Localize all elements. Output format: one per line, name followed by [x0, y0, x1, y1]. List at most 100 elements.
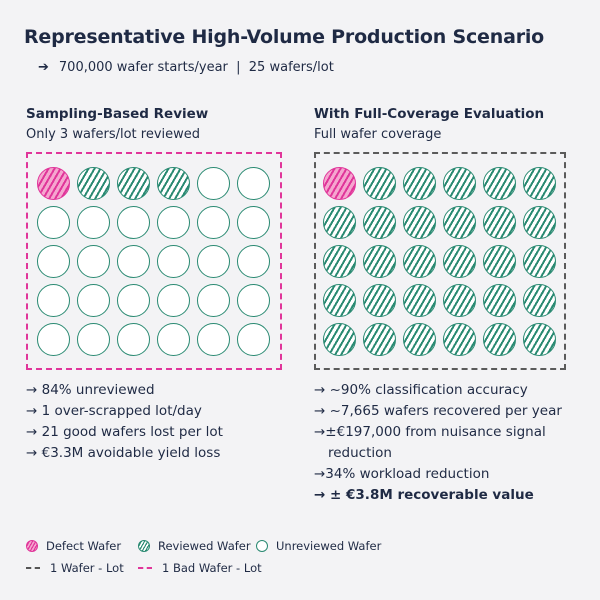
- scenario-subtitle: ➔ 700,000 wafer starts/year | 25 wafers/l…: [38, 60, 334, 75]
- unreviewed-wafer: [197, 167, 230, 200]
- finding-text: →34% workload reduction: [314, 466, 490, 482]
- unreviewed-wafer: [77, 245, 110, 278]
- reviewed-wafer: [483, 245, 516, 278]
- reviewed-wafer: [443, 245, 476, 278]
- reviewed-wafer: [323, 323, 356, 356]
- unreviewed-wafer: [237, 284, 270, 317]
- reviewed-wafer: [443, 206, 476, 239]
- reviewed-wafer: [443, 167, 476, 200]
- reviewed-wafer: [523, 284, 556, 317]
- legend-bad-wafer-lot-label: 1 Bad Wafer - Lot: [162, 561, 262, 575]
- reviewed-wafer: [523, 245, 556, 278]
- reviewed-wafer: [483, 284, 516, 317]
- legend-wafer-lot-label: 1 Wafer - Lot: [50, 561, 124, 575]
- reviewed-wafer: [323, 284, 356, 317]
- reviewed-wafer: [403, 284, 436, 317]
- unreviewed-wafer: [117, 284, 150, 317]
- left-wafer-grid: [37, 167, 270, 356]
- unreviewed-wafer: [197, 323, 230, 356]
- unreviewed-wafer: [197, 284, 230, 317]
- unreviewed-wafer: [77, 206, 110, 239]
- unreviewed-wafer: [77, 284, 110, 317]
- reviewed-wafer: [483, 167, 516, 200]
- reviewed-wafer: [403, 167, 436, 200]
- finding-item: → ~7,665 wafers recovered per year: [314, 401, 562, 422]
- page-title: Representative High-Volume Production Sc…: [24, 26, 545, 48]
- finding-text: →±€197,000 from nuisance signal: [314, 424, 546, 440]
- reviewed-wafer: [403, 206, 436, 239]
- bad-wafer-lot-frame: [26, 152, 282, 370]
- reviewed-wafer: [403, 323, 436, 356]
- reviewed-wafer: [323, 245, 356, 278]
- finding-text: → 21 good wafers lost per lot: [26, 424, 223, 440]
- unreviewed-wafer: [37, 206, 70, 239]
- unreviewed-wafer: [237, 206, 270, 239]
- reviewed-wafer: [523, 167, 556, 200]
- reviewed-wafer: [443, 284, 476, 317]
- reviewed-wafer: [363, 167, 396, 200]
- reviewed-wafer: [483, 323, 516, 356]
- finding-item: →±€197,000 from nuisance signal reduction: [314, 422, 562, 464]
- reviewed-wafer: [117, 167, 150, 200]
- unreviewed-wafer-icon: [256, 540, 268, 552]
- unreviewed-wafer: [157, 206, 190, 239]
- finding-text: → ~90% classification accuracy: [314, 382, 528, 398]
- legend-bad-wafer-lot: 1 Bad Wafer - Lot: [138, 561, 262, 575]
- reviewed-wafer: [77, 167, 110, 200]
- legend-unreviewed: Unreviewed Wafer: [256, 539, 381, 553]
- finding-item: → ~90% classification accuracy: [314, 380, 562, 401]
- finding-item: → €3.3M avoidable yield loss: [26, 443, 223, 464]
- legend-wafer-lot: 1 Wafer - Lot: [26, 561, 124, 575]
- reviewed-wafer: [363, 284, 396, 317]
- arrow-right-icon: ➔: [38, 60, 49, 75]
- reviewed-wafer: [157, 167, 190, 200]
- unreviewed-wafer: [117, 206, 150, 239]
- unreviewed-wafer: [37, 323, 70, 356]
- scenario-subtitle-text: 700,000 wafer starts/year | 25 wafers/lo…: [58, 60, 334, 75]
- legend-reviewed-label: Reviewed Wafer: [158, 539, 251, 553]
- reviewed-wafer: [523, 323, 556, 356]
- legend-defect-label: Defect Wafer: [46, 539, 122, 553]
- reviewed-wafer: [523, 206, 556, 239]
- legend-reviewed: Reviewed Wafer: [138, 539, 251, 553]
- defect-wafer-icon: [26, 540, 38, 552]
- finding-text: → ~7,665 wafers recovered per year: [314, 403, 562, 419]
- legend-unreviewed-label: Unreviewed Wafer: [276, 539, 382, 553]
- finding-text: → ± €3.8M recoverable value: [314, 487, 534, 503]
- finding-item: → 84% unreviewed: [26, 380, 223, 401]
- unreviewed-wafer: [77, 323, 110, 356]
- reviewed-wafer: [443, 323, 476, 356]
- unreviewed-wafer: [157, 284, 190, 317]
- unreviewed-wafer: [197, 245, 230, 278]
- right-panel-heading: With Full-Coverage Evaluation: [314, 106, 545, 122]
- finding-item: → 1 over-scrapped lot/day: [26, 401, 223, 422]
- finding-text-continued: reduction: [328, 445, 392, 461]
- defect-wafer: [37, 167, 70, 200]
- unreviewed-wafer: [237, 245, 270, 278]
- unreviewed-wafer: [117, 323, 150, 356]
- reviewed-wafer: [363, 245, 396, 278]
- reviewed-wafer: [363, 206, 396, 239]
- right-panel-subheading: Full wafer coverage: [314, 127, 442, 142]
- left-panel-subheading: Only 3 wafers/lot reviewed: [26, 127, 201, 142]
- reviewed-wafer: [483, 206, 516, 239]
- right-wafer-grid: [323, 167, 556, 356]
- left-findings-list: → 84% unreviewed → 1 over-scrapped lot/da…: [26, 380, 223, 464]
- pink-dashed-line-icon: [138, 567, 152, 569]
- reviewed-wafer: [363, 323, 396, 356]
- reviewed-wafer: [403, 245, 436, 278]
- finding-item: → ± €3.8M recoverable value: [314, 485, 562, 506]
- unreviewed-wafer: [237, 167, 270, 200]
- unreviewed-wafer: [117, 245, 150, 278]
- unreviewed-wafer: [37, 245, 70, 278]
- unreviewed-wafer: [157, 245, 190, 278]
- right-findings-list: → ~90% classification accuracy → ~7,665 w…: [314, 380, 562, 506]
- unreviewed-wafer: [237, 323, 270, 356]
- finding-text: → 84% unreviewed: [26, 382, 155, 398]
- finding-item: → 21 good wafers lost per lot: [26, 422, 223, 443]
- unreviewed-wafer: [157, 323, 190, 356]
- legend-defect: Defect Wafer: [26, 539, 121, 553]
- unreviewed-wafer: [37, 284, 70, 317]
- finding-item: →34% workload reduction: [314, 464, 562, 485]
- finding-text: → 1 over-scrapped lot/day: [26, 403, 202, 419]
